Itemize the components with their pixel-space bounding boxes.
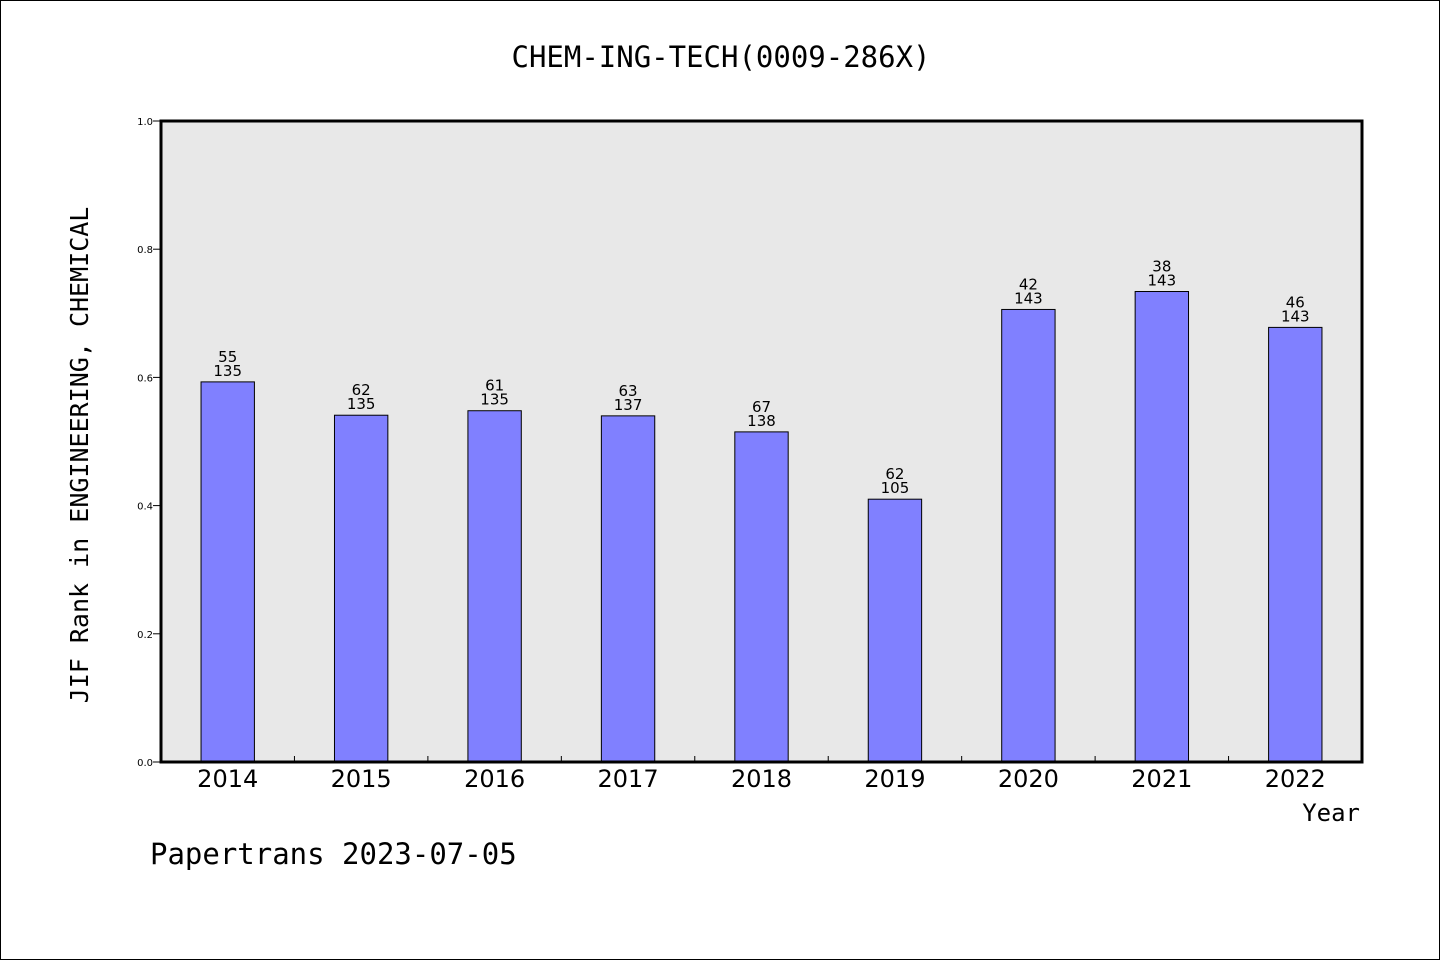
total-label: 135	[347, 395, 376, 413]
total-label: 135	[480, 391, 509, 409]
y-tick-label: 0.8	[137, 245, 153, 256]
bar-2018	[734, 431, 789, 763]
x-tick-label: 2016	[464, 765, 525, 793]
rank-label: 63	[619, 382, 638, 400]
x-tick-label: 2022	[1265, 765, 1326, 793]
y-tick-label: 0.6	[137, 373, 153, 384]
total-label: 135	[213, 362, 242, 380]
x-axis-title: Year	[1302, 799, 1360, 827]
y-tick-label: 1.0	[137, 117, 153, 128]
bar-2016	[467, 410, 522, 763]
total-label: 105	[881, 479, 910, 497]
bar-2017	[600, 415, 656, 763]
bar-2019	[867, 498, 923, 763]
x-tick-label: 2020	[998, 765, 1059, 793]
bar-2014	[200, 381, 255, 763]
rank-label: 62	[352, 381, 371, 399]
total-label: 143	[1281, 307, 1310, 325]
total-label: 137	[614, 396, 643, 414]
total-label: 138	[747, 412, 776, 430]
rank-label: 46	[1286, 293, 1305, 311]
bars	[200, 291, 1323, 763]
y-axis: 0.0 0.2 0.4 0.6 0.8 1.0	[137, 117, 161, 769]
rank-label: 61	[485, 377, 504, 395]
bar-2015	[333, 414, 389, 763]
rank-label: 38	[1152, 258, 1171, 276]
rank-label: 55	[218, 348, 237, 366]
bar-2021	[1134, 291, 1190, 763]
rank-label: 42	[1019, 275, 1038, 293]
y-axis-title: JIF Rank in ENGINEERING, CHEMICAL	[65, 207, 94, 704]
x-tick-label: 2019	[864, 765, 925, 793]
x-tick-label: 2021	[1131, 765, 1192, 793]
rank-label: 67	[752, 398, 771, 416]
y-tick-label: 0.4	[137, 502, 153, 513]
bar-2022	[1268, 326, 1323, 763]
total-label: 143	[1014, 289, 1043, 307]
x-tick-label: 2017	[598, 765, 659, 793]
bar-2020	[1001, 308, 1056, 763]
chart-title: CHEM-ING-TECH(0009-286X)	[511, 40, 930, 74]
x-tick-label: 2018	[731, 765, 792, 793]
y-tick-label: 0.0	[137, 758, 153, 769]
rank-label: 62	[885, 465, 904, 483]
x-axis: 2014 2015 2016 2017 2018 2019 2020 2021 2022	[197, 756, 1326, 793]
plot-border	[159, 119, 1364, 764]
y-tick-label: 0.2	[137, 630, 153, 641]
footer-source: Papertrans 2023-07-05	[150, 837, 517, 871]
total-label: 143	[1148, 272, 1177, 290]
x-tick-label: 2014	[197, 765, 258, 793]
x-tick-label: 2015	[331, 765, 392, 793]
